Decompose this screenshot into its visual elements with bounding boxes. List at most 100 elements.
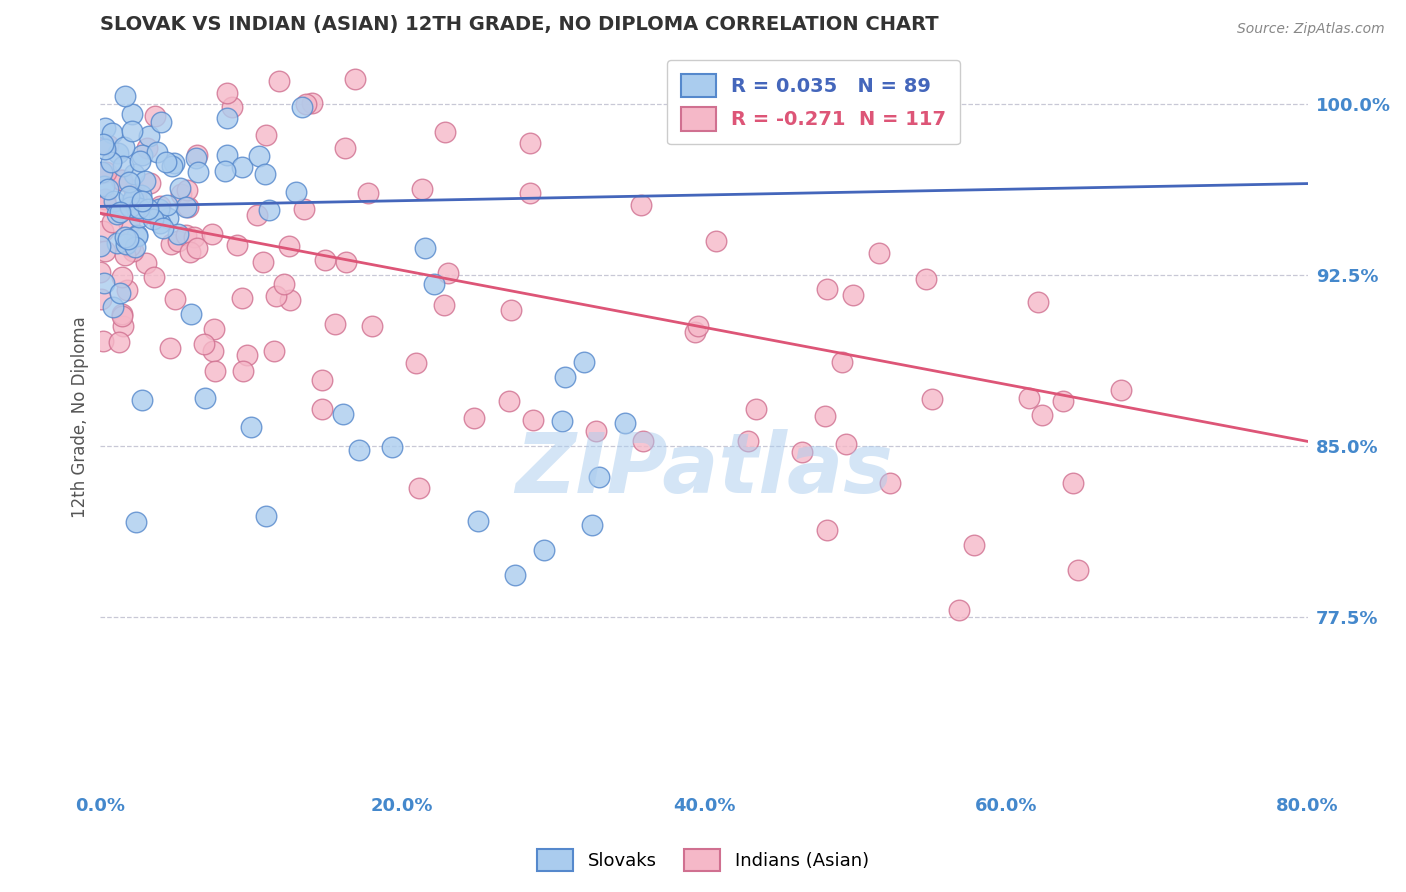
Point: [156, 198, 179, 212]
Point: [118, 200, 141, 214]
Point: [264, 289, 287, 303]
Point: [245, 208, 267, 222]
Point: [343, 71, 366, 86]
Point: [815, 523, 838, 537]
Point: [187, 165, 209, 179]
Point: [118, 175, 141, 189]
Point: [155, 154, 177, 169]
Point: [311, 402, 333, 417]
Point: [257, 202, 280, 217]
Point: [89, 265, 111, 279]
Point: [411, 182, 433, 196]
Point: [332, 407, 354, 421]
Point: [128, 154, 150, 169]
Point: [128, 211, 150, 225]
Point: [94, 165, 117, 179]
Point: [94, 244, 117, 258]
Point: [231, 291, 253, 305]
Point: [94, 192, 117, 206]
Point: [111, 173, 134, 187]
Point: [108, 334, 131, 349]
Point: [90, 292, 112, 306]
Point: [112, 159, 135, 173]
Point: [110, 173, 132, 187]
Point: [107, 207, 129, 221]
Point: [89, 239, 111, 253]
Point: [143, 269, 166, 284]
Point: [357, 186, 380, 201]
Point: [423, 277, 446, 291]
Point: [273, 277, 295, 292]
Point: [118, 188, 141, 202]
Point: [631, 434, 654, 449]
Point: [125, 229, 148, 244]
Point: [93, 178, 115, 193]
Point: [131, 148, 153, 162]
Point: [96, 198, 118, 212]
Point: [111, 270, 134, 285]
Point: [142, 212, 165, 227]
Point: [103, 194, 125, 208]
Point: [135, 141, 157, 155]
Point: [125, 200, 148, 214]
Point: [114, 89, 136, 103]
Point: [254, 508, 277, 523]
Point: [519, 136, 541, 150]
Point: [143, 110, 166, 124]
Point: [221, 100, 243, 114]
Point: [122, 183, 145, 197]
Point: [1031, 408, 1053, 422]
Point: [91, 334, 114, 349]
Point: [128, 201, 150, 215]
Point: [115, 284, 138, 298]
Point: [174, 227, 197, 242]
Point: [136, 202, 159, 217]
Point: [841, 287, 863, 301]
Point: [292, 202, 315, 216]
Point: [165, 293, 187, 307]
Y-axis label: 12th Grade, No Diploma: 12th Grade, No Diploma: [72, 317, 89, 518]
Point: [814, 409, 837, 423]
Point: [533, 542, 555, 557]
Point: [121, 106, 143, 120]
Point: [90, 165, 112, 179]
Point: [201, 227, 224, 241]
Point: [121, 193, 143, 207]
Point: [91, 224, 114, 238]
Point: [110, 309, 132, 323]
Point: [702, 97, 724, 112]
Point: [186, 151, 208, 165]
Point: [815, 282, 838, 296]
Point: [138, 128, 160, 143]
Text: ZIPatlas: ZIPatlas: [515, 429, 893, 510]
Point: [169, 181, 191, 195]
Point: [225, 237, 247, 252]
Point: [146, 145, 169, 159]
Point: [129, 188, 152, 202]
Point: [100, 154, 122, 169]
Point: [347, 442, 370, 457]
Point: [183, 230, 205, 244]
Point: [163, 156, 186, 170]
Point: [879, 475, 901, 490]
Point: [921, 392, 943, 406]
Point: [295, 97, 318, 112]
Point: [108, 204, 131, 219]
Point: [253, 167, 276, 181]
Point: [149, 199, 172, 213]
Point: [744, 402, 766, 417]
Point: [176, 200, 198, 214]
Point: [277, 239, 299, 253]
Point: [217, 148, 239, 162]
Point: [301, 95, 323, 110]
Point: [97, 137, 120, 152]
Point: [100, 215, 122, 229]
Point: [236, 348, 259, 362]
Point: [585, 424, 607, 438]
Point: [105, 235, 128, 250]
Point: [114, 247, 136, 261]
Point: [278, 293, 301, 307]
Point: [405, 356, 427, 370]
Point: [159, 341, 181, 355]
Point: [948, 603, 970, 617]
